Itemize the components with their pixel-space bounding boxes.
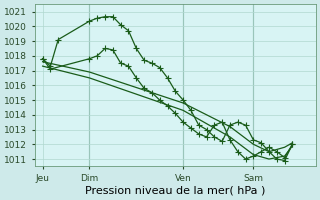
X-axis label: Pression niveau de la mer( hPa ): Pression niveau de la mer( hPa ) <box>85 186 266 196</box>
